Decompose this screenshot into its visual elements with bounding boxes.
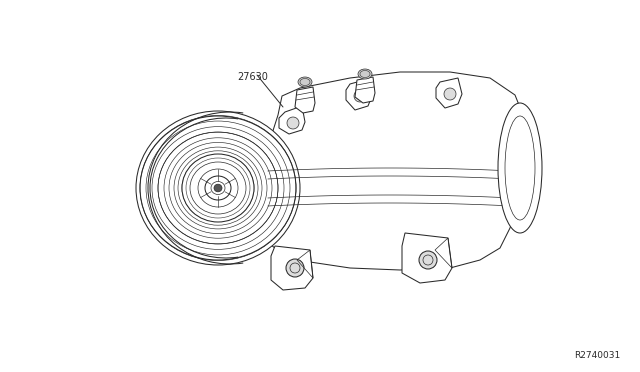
Ellipse shape <box>286 259 304 277</box>
Ellipse shape <box>498 103 542 233</box>
Ellipse shape <box>419 251 437 269</box>
Ellipse shape <box>358 69 372 79</box>
Ellipse shape <box>444 88 456 100</box>
Ellipse shape <box>354 90 366 102</box>
Text: R2740031: R2740031 <box>573 351 620 360</box>
Ellipse shape <box>214 184 222 192</box>
Text: 27630: 27630 <box>237 72 268 82</box>
Ellipse shape <box>287 117 299 129</box>
Ellipse shape <box>298 77 312 87</box>
Polygon shape <box>271 246 313 290</box>
Polygon shape <box>346 79 372 110</box>
Polygon shape <box>355 77 375 103</box>
Polygon shape <box>436 78 462 108</box>
Polygon shape <box>402 233 452 283</box>
Ellipse shape <box>182 154 254 222</box>
Polygon shape <box>279 106 305 134</box>
Polygon shape <box>295 87 315 113</box>
Polygon shape <box>258 72 525 270</box>
Ellipse shape <box>136 111 300 265</box>
